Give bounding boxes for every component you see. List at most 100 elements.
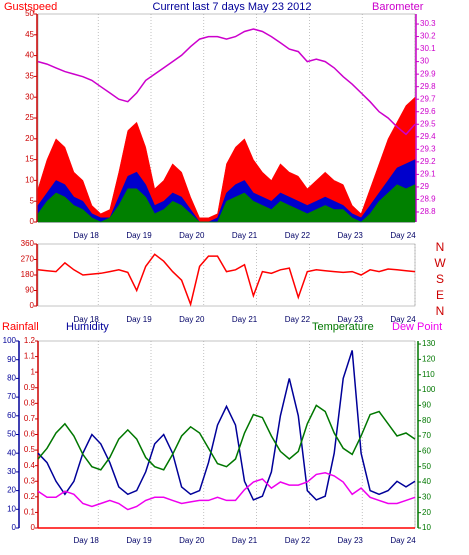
- x-tick-label: Day 23: [338, 231, 364, 240]
- series-label: Humidity: [66, 321, 109, 333]
- y-tick-label: 29.8: [420, 82, 436, 91]
- x-tick-label: Day 24: [390, 315, 416, 324]
- y-tick-label: 25: [25, 113, 34, 122]
- x-tick-label: Day 19: [126, 536, 152, 545]
- y-tick-label: 110: [422, 370, 435, 379]
- y-tick-label: 1.2: [24, 336, 36, 345]
- y-tick-label: 30: [420, 57, 429, 66]
- y-tick-label: 60: [7, 411, 16, 420]
- y-tick-label: 0.9: [24, 383, 36, 392]
- x-tick-label: Day 23: [338, 536, 364, 545]
- x-tick-label: Day 21: [232, 536, 258, 545]
- y-tick-label: 15: [25, 155, 34, 164]
- y-tick-label: 40: [7, 448, 16, 457]
- line: [37, 28, 416, 136]
- y-tick-label: 20: [7, 486, 16, 495]
- x-tick-label: Day 20: [179, 315, 205, 324]
- y-tick-label: 180: [21, 270, 35, 279]
- y-tick-label: 28.8: [420, 207, 436, 216]
- y-tick-label: 0: [30, 301, 35, 310]
- x-tick-label: Day 19: [126, 315, 152, 324]
- y-tick-label: 10: [422, 523, 431, 532]
- y-tick-label: 40: [25, 51, 34, 60]
- y-tick-label: 50: [7, 430, 16, 439]
- x-tick-label: Day 22: [285, 536, 311, 545]
- plot-area: [37, 243, 416, 307]
- y-tick-label: 30: [25, 92, 34, 101]
- y-tick-label: 70: [7, 392, 16, 401]
- y-tick-label: 100: [422, 385, 436, 394]
- y-tick-label: 50: [422, 462, 431, 471]
- x-tick-label: Day 21: [232, 315, 258, 324]
- y-tick-label: 29.3: [420, 144, 436, 153]
- line: [37, 350, 416, 501]
- y-tick-label: 30: [7, 467, 16, 476]
- y-tick-label: 0.5: [24, 445, 36, 454]
- area: [37, 184, 416, 223]
- y-tick-label: 30.3: [420, 19, 436, 28]
- compass-label: E: [436, 288, 444, 302]
- y-tick-label: 30.1: [420, 44, 436, 53]
- y-tick-label: 35: [25, 72, 34, 81]
- series-label: Barometer: [372, 1, 424, 13]
- plot-area: [37, 340, 416, 529]
- series-label: Gustspeed: [4, 1, 57, 13]
- y-tick-label: 28.9: [420, 195, 436, 204]
- y-tick-label: 100: [3, 336, 17, 345]
- y-tick-label: 0.8: [24, 398, 36, 407]
- y-tick-label: 10: [25, 176, 34, 185]
- y-tick-label: 29.4: [420, 132, 436, 141]
- x-tick-label: Day 23: [338, 315, 364, 324]
- line: [37, 472, 416, 511]
- y-tick-label: 0: [12, 523, 17, 532]
- y-tick-label: 0.2: [24, 492, 36, 501]
- y-tick-label: 0.3: [24, 476, 36, 485]
- y-tick-label: 1.1: [24, 352, 36, 361]
- y-tick-label: 360: [21, 239, 35, 248]
- y-tick-label: 29.1: [420, 169, 436, 178]
- y-tick-label: 29.6: [420, 107, 436, 116]
- series-label: Temperature: [312, 321, 374, 333]
- y-tick-label: 0.4: [24, 461, 36, 470]
- x-tick-label: Day 22: [285, 231, 311, 240]
- y-tick-label: 20: [422, 508, 431, 517]
- y-tick-label: 20: [25, 134, 34, 143]
- x-tick-label: Day 18: [74, 315, 100, 324]
- y-tick-label: 270: [21, 255, 35, 264]
- y-tick-label: 29.7: [420, 94, 436, 103]
- y-tick-label: 0.6: [24, 430, 36, 439]
- y-tick-label: 30: [422, 492, 431, 501]
- y-tick-label: 0: [31, 523, 36, 532]
- y-tick-label: 0.1: [24, 508, 36, 517]
- y-tick-label: 90: [7, 355, 16, 364]
- line: [37, 253, 416, 307]
- x-tick-label: Day 22: [285, 315, 311, 324]
- x-tick-label: Day 20: [179, 231, 205, 240]
- y-tick-label: 0: [30, 217, 35, 226]
- x-tick-label: Day 19: [126, 231, 152, 240]
- y-tick-label: 70: [422, 431, 431, 440]
- chart-title: Current last 7 days May 23 2012: [153, 1, 312, 13]
- series-label: Rainfall: [2, 321, 39, 333]
- compass-label: N: [436, 240, 445, 254]
- y-tick-label: 30.2: [420, 32, 436, 41]
- compass-label: W: [434, 256, 446, 270]
- y-tick-label: 120: [422, 355, 436, 364]
- y-tick-label: 60: [422, 446, 431, 455]
- y-tick-label: 29: [420, 182, 429, 191]
- y-tick-label: 40: [422, 477, 431, 486]
- series-label: Dew Point: [392, 321, 442, 333]
- y-tick-label: 50: [25, 9, 34, 18]
- x-tick-label: Day 24: [390, 536, 416, 545]
- y-tick-label: 0.7: [24, 414, 36, 423]
- y-tick-label: 45: [25, 30, 34, 39]
- y-tick-label: 10: [7, 504, 16, 513]
- x-tick-label: Day 18: [74, 231, 100, 240]
- y-tick-label: 5: [30, 196, 35, 205]
- line: [37, 404, 416, 471]
- y-tick-label: 1: [31, 367, 36, 376]
- y-tick-label: 80: [7, 374, 16, 383]
- y-tick-label: 90: [422, 400, 431, 409]
- x-tick-label: Day 20: [179, 536, 205, 545]
